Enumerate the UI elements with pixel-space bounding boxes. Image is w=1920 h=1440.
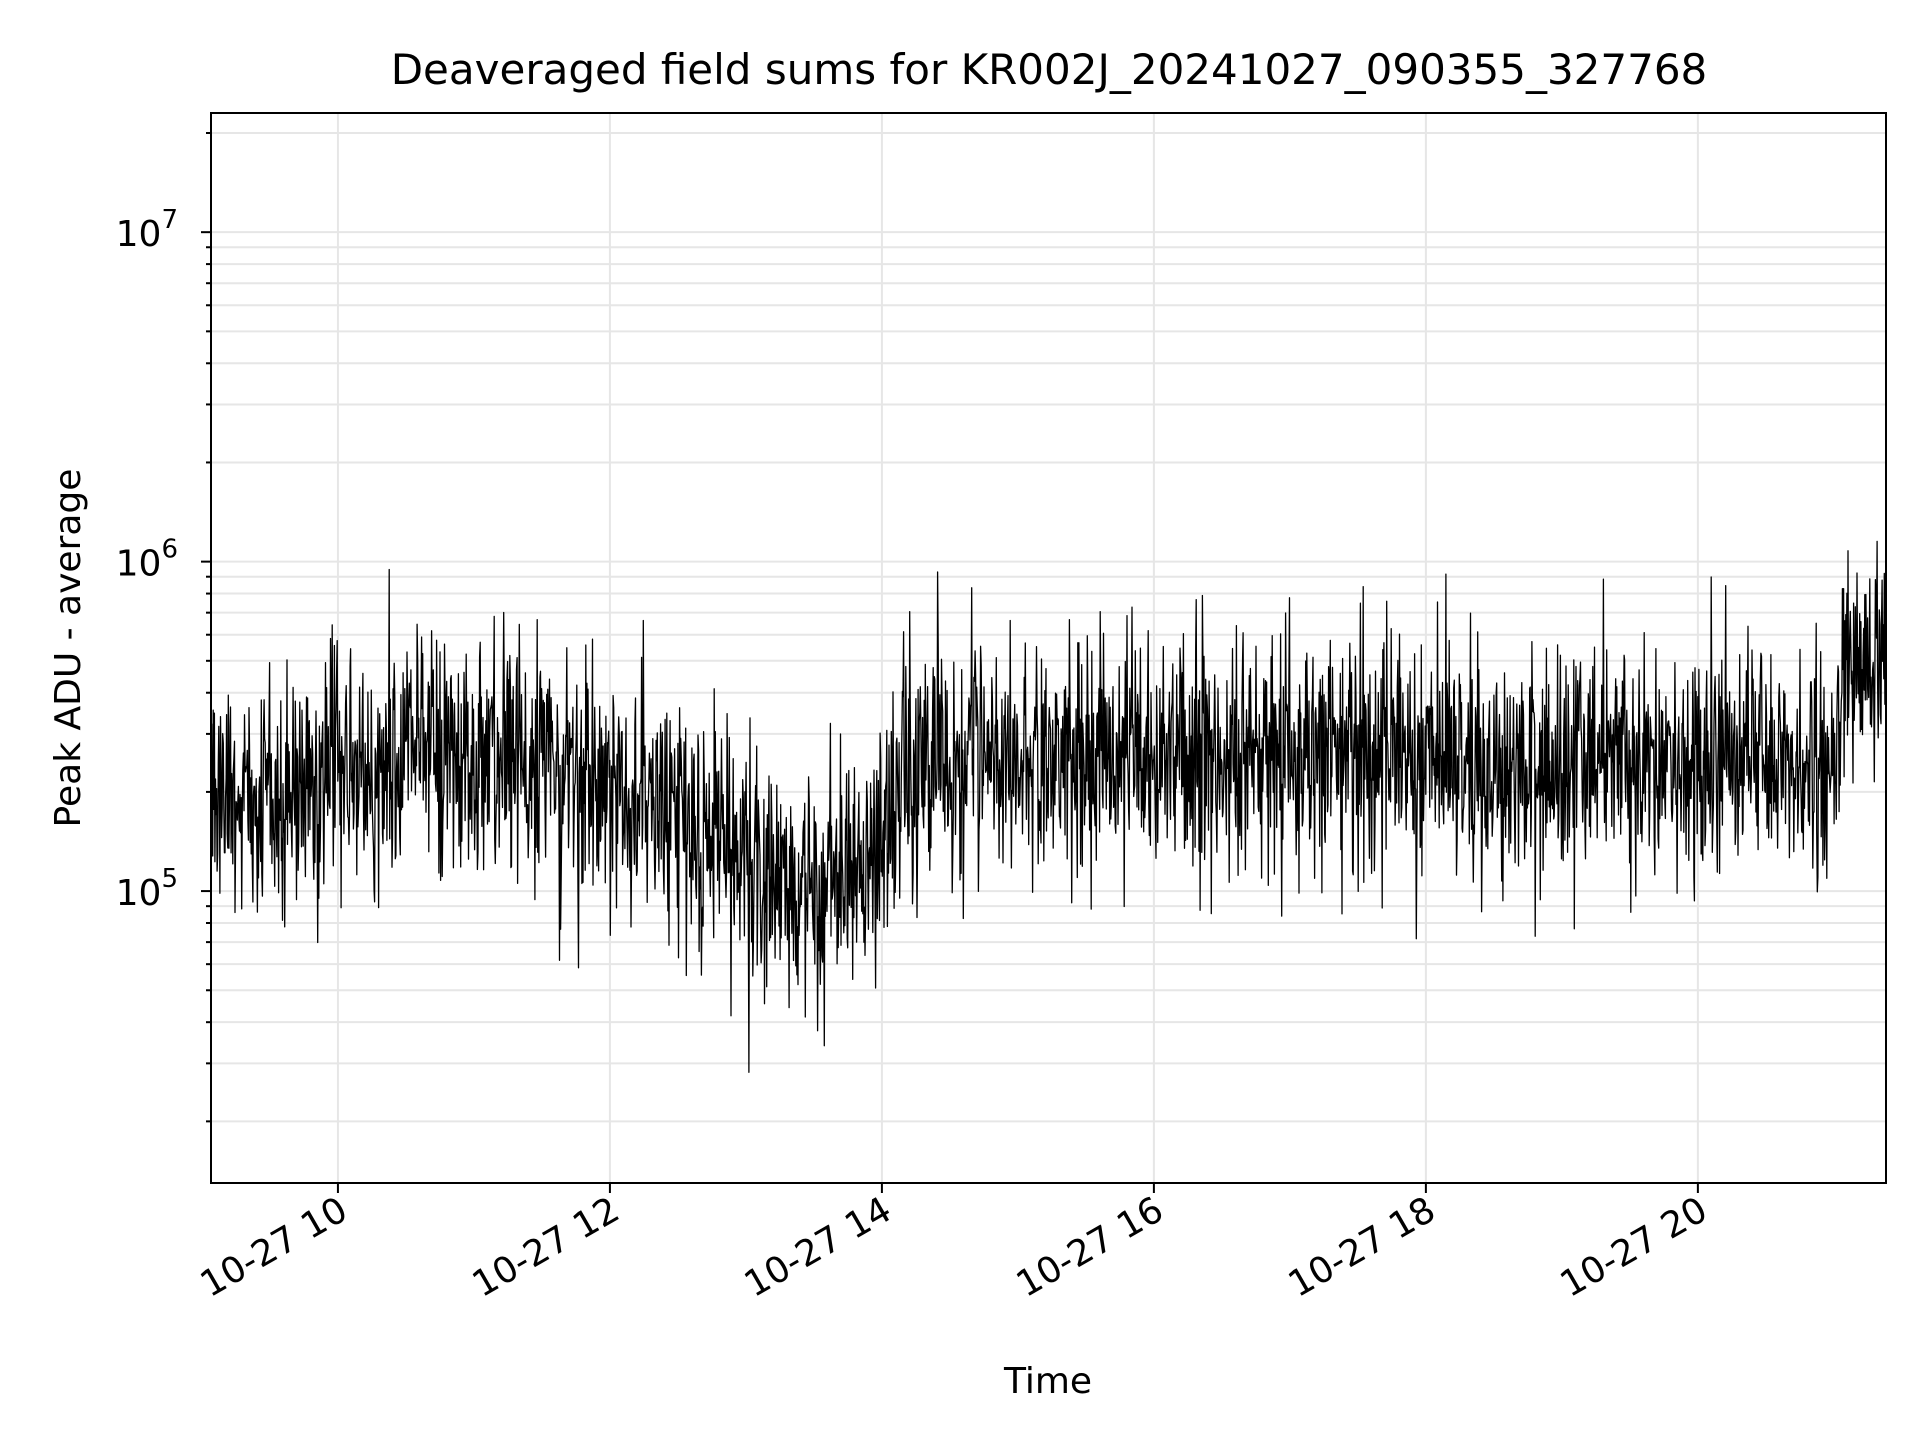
y-tick-exponent: 7 — [161, 205, 178, 235]
series-group — [210, 540, 1887, 1073]
x-axis-label: Time — [1003, 1361, 1092, 1402]
series-line — [210, 540, 1887, 1073]
plot-frame — [210, 112, 1887, 1184]
y-tick-label: 106 — [116, 535, 178, 585]
y-tick-label: 105 — [116, 864, 178, 914]
y-tick-base: 10 — [116, 544, 162, 585]
y-tick-base: 10 — [116, 214, 162, 255]
y-tick-base: 10 — [116, 873, 162, 914]
y-tick-exponent: 6 — [161, 535, 178, 565]
chart-title: Deaveraged field sums for KR002J_2024102… — [391, 45, 1708, 94]
y-axis-label: Peak ADU - average — [48, 469, 89, 828]
y-tick-exponent: 5 — [161, 864, 178, 894]
y-tick-label: 107 — [116, 205, 178, 255]
